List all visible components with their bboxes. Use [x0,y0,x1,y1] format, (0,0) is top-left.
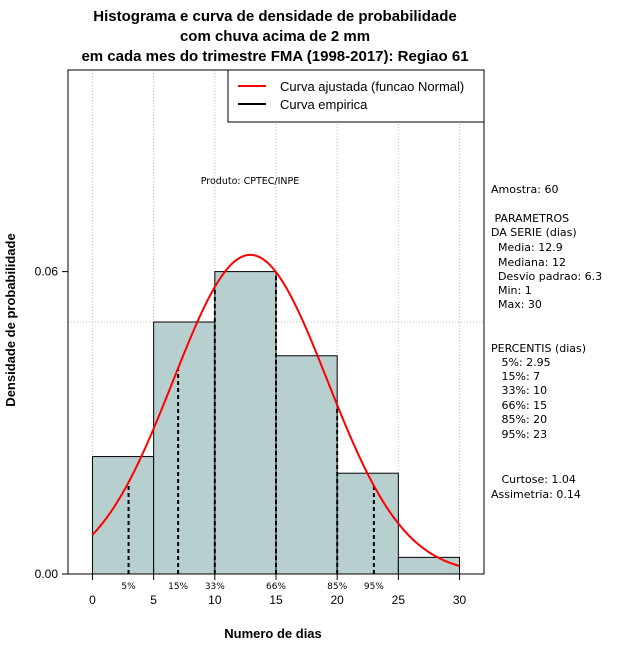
histogram-bar [91,456,155,575]
legend-label: Curva empirica [280,97,368,112]
title-line: com chuva acima de 2 mm [180,28,370,45]
stats-line: Assimetria: 0.14 [491,488,581,501]
percentile-label: 15% [168,582,188,592]
x-tick-label: 20 [330,593,344,607]
x-tick-label: 25 [392,593,406,607]
normal-curve-layer [91,253,460,567]
x-tick-label: 5 [150,593,157,607]
x-axis: 0 5 10 15 20 25 30 Numero de dias [89,573,467,641]
stats-line: PERCENTIS (dias) [491,342,586,355]
stats-line: PARAMETROS [491,212,569,225]
stats-line: DA SERIE (dias) [491,226,577,239]
x-tick-label: 15 [269,593,283,607]
percentile-lines: 5% 15% 33% 66% 85% 95% [121,272,384,592]
stats-line: 33%: 10 [491,384,547,397]
chart-title: Histograma e curva de densidade de proba… [81,8,468,65]
x-axis-label: Numero de dias [224,626,322,641]
histogram-bars [91,271,461,575]
x-tick-label: 30 [453,593,467,607]
percentile-label: 85% [327,582,347,592]
legend-label: Curva ajustada (funcao Normal) [280,79,464,94]
stats-line: Min: 1 [491,284,532,297]
histogram-bar [336,472,399,575]
histogram-bar [214,271,277,575]
legend: Curva ajustada (funcao Normal) Curva empi… [227,69,485,123]
percentile-label: 5% [121,582,136,592]
stats-line: Desvio padrao: 6.3 [491,270,602,283]
title-line: em cada mes do trimestre FMA (1998-2017)… [81,48,468,65]
y-axis: 0.00 0.06 Densidade de probabilidade [3,233,69,581]
stats-line: Mediana: 12 [491,256,566,269]
percentile-label: 33% [205,582,225,592]
stats-line: 15%: 7 [491,370,540,383]
title-line: Histograma e curva de densidade de proba… [93,8,456,25]
percentile-label: 95% [364,582,384,592]
stats-line: Media: 12.9 [491,241,563,254]
y-tick-label: 0.00 [35,567,59,581]
x-tick-label: 0 [89,593,96,607]
stats-line: Max: 30 [491,298,542,311]
y-tick-label: 0.06 [35,265,59,279]
histogram-bar [153,321,216,575]
x-tick-label: 10 [208,593,222,607]
y-axis-label: Densidade de probabilidade [3,233,18,406]
normal-curve [91,253,460,567]
stats-line: Curtose: 1.04 [491,473,576,486]
stats-line: 85%: 20 [491,413,547,426]
stats-line: 5%: 2.95 [491,356,551,369]
stats-line: 95%: 23 [491,428,547,441]
credit-text: Produto: CPTEC/INPE [201,176,300,187]
stats-line: Amostra: 60 [491,183,558,196]
histogram-bar [397,556,461,575]
histogram-bar [275,355,338,575]
legend-box [227,69,485,123]
percentile-label: 66% [266,582,286,592]
stats-line: 66%: 15 [491,399,547,412]
